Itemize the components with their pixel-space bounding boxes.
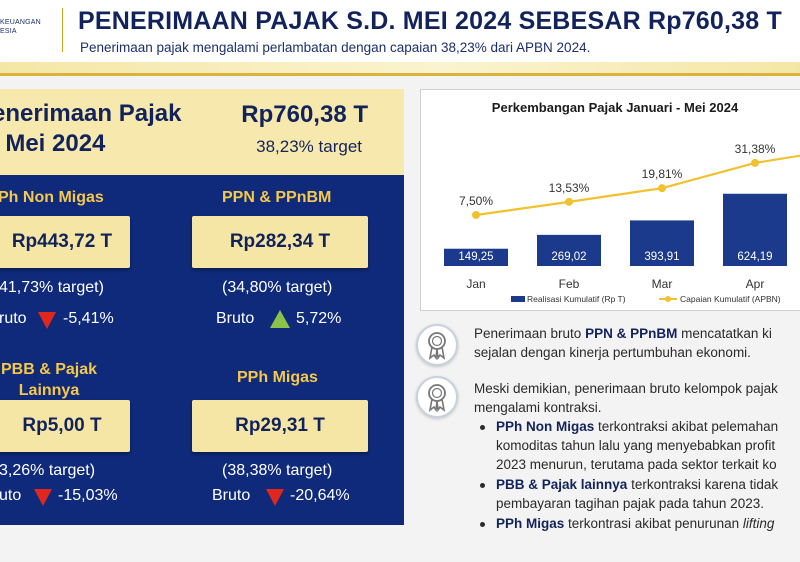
chart-line-value-label: 31,38% [735,142,776,156]
category-pbb-target: 3,26% target) [0,462,96,479]
tax-summary-panel: enerimaan Pajak . Mei 2024 Rp760,38 T 38… [0,89,404,525]
chart-bar-value-label: 624,19 [737,251,772,263]
note-ppn-line-1: Penerimaan bruto PPN & PPnBM mencatatkan… [474,324,772,343]
chart-bar [444,248,508,266]
bullet-dot [480,483,485,488]
chart-x-tick-label: Jan [466,277,485,291]
chart-bar-value-label: 393,91 [644,251,679,263]
bullet-pph-migas-bold: PPh Migas [496,516,565,531]
header: KEUANGAN ESIA PENERIMAAN PAJAK S.D. MEI … [0,0,800,62]
chart-bar-value-label: 269,02 [551,251,586,263]
bullet-pph-non-migas-bold: PPh Non Migas [496,419,595,434]
bullet-pph-non-migas-line-3: 2023 menurun, terutama pada sektor terka… [496,457,777,472]
bullet-dot [480,425,485,430]
down-arrow-icon [34,489,52,506]
bullet-dot [480,522,485,527]
bullet-pph-non-migas-line-1: PPh Non Migas terkontraksi akibat pelema… [496,417,778,436]
bullet-pph-migas-text: terkontrasi akibat penurunan [564,516,743,531]
category-pph-non-migas-target: 41,73% target) [0,279,104,296]
category-ppn-value: Rp282,34 T [229,231,331,252]
category-pbb-title: PBB & Pajak Lainnya [0,359,100,401]
chart-bar [630,220,694,266]
page-subtitle: Penerimaan pajak mengalami perlambatan d… [80,40,591,55]
category-pph-migas-value-box: Rp29,31 T [192,400,368,452]
bullet-pbb-bold: PBB & Pajak lainnya [496,477,628,492]
up-arrow-icon [270,310,290,328]
bullet-pph-non-migas-text: terkontraksi akibat pelemahan [594,419,779,434]
summary-total-target: 38,23% target [256,137,362,156]
award-ribbon-icon-graphic [428,384,446,412]
category-ppn-bruto-label: Bruto [216,310,255,327]
chart-x-tick-label: Mar [652,277,673,291]
chart-x-tick-label: Apr [746,277,765,291]
category-ppn-bruto-value: 5,72% [296,310,342,327]
chart-line-value-label: 13,53% [549,181,590,195]
category-pph-non-migas-value: Rp443,72 T [11,231,113,252]
category-pbb-bruto-value: -15,03% [58,487,118,504]
chart-bar [537,234,601,266]
chart-line-point [658,184,666,193]
category-pph-non-migas-value-box: Rp443,72 T [0,216,130,268]
category-pbb-value: Rp5,00 T [22,415,102,436]
category-pph-migas-title: PPh Migas [237,369,318,386]
note-ppn-bold: PPN & PPnBM [585,326,678,341]
category-pbb-value-box: Rp5,00 T [0,400,130,452]
category-pph-non-migas-title: Ph Non Migas [0,189,104,206]
award-ribbon-icon-graphic [428,332,446,360]
chart-bar [723,193,787,266]
bullet-pbb-line-1: PBB & Pajak lainnya terkontraksi karena … [496,475,778,494]
ministry-logo-text: KEUANGAN ESIA [0,18,41,36]
legend-line-marker [665,296,671,302]
category-pph-migas-bruto-label: Bruto [212,487,251,504]
summary-title-line-2: . Mei 2024 [0,130,106,157]
chart-title: Perkembangan Pajak Januari - Mei 2024 [491,100,739,115]
chart-x-tick-label: Feb [559,277,580,291]
page-title: PENERIMAAN PAJAK S.D. MEI 2024 SEBESAR R… [78,7,782,35]
category-pph-non-migas-bruto-value: -5,41% [63,310,114,327]
note-contraction-line-2: mengalami kontraksi. [474,400,602,415]
category-pph-migas-target: (38,38% target) [222,462,333,479]
category-ppn-value-box: Rp282,34 T [192,216,368,268]
logo-line-1: KEUANGAN [0,19,41,26]
summary-title: enerimaan Pajak . Mei 2024 [0,99,181,159]
chart-line-point [751,158,759,167]
bullet-pph-migas-italic: lifting [742,516,775,531]
tax-progress-chart: 149,25 Jan 269,02 Feb 393,91 Mar 624,19 Apr 7,50… [444,142,800,304]
summary-total-value: Rp760,38 T [241,101,368,128]
category-pbb-bruto-label: uto [0,487,22,504]
category-pph-non-migas-bruto-label: ruto [0,310,27,327]
down-arrow-icon [38,312,56,329]
category-pph-migas-bruto-value: -20,64% [290,487,350,504]
bullet-pph-non-migas-line-2: komoditas tahun lalu yang menyebabkan pr… [496,438,776,453]
category-pbb-title-line-2: Lainnya [18,382,80,399]
chart-line-point [565,197,573,206]
category-pbb-title-line-1: PBB & Pajak [0,361,98,378]
summary-title-line-1: enerimaan Pajak [0,100,182,127]
tax-progress-chart-card: Perkembangan Pajak Januari - Mei 2024 14… [420,89,800,311]
award-ribbon-icon [416,324,458,366]
bullet-pbb-line-2: pembayaran tagihan pajak pada tahun 2023… [496,496,764,511]
bullet-pbb-text: terkontraksi karena tidak [627,477,779,492]
legend-line-label: Capaian Kumulatif (APBN) [680,294,781,304]
note-ppn-text-post: mencatatkan ki [677,326,772,341]
note-contraction-line-1: Meski demikian, penerimaan bruto kelompo… [474,381,778,396]
note-ppn-line-2: sejalan dengan kinerja pertumbuhan ekono… [474,345,751,360]
chart-line-point [472,211,480,219]
note-ppn-text-pre: Penerimaan bruto [474,326,586,341]
legend-bar-label: Realisasi Kumulatif (Rp T) [527,294,626,304]
category-ppn-target: (34,80% target) [222,279,333,296]
legend-bar-swatch [511,296,525,302]
summary-banner: enerimaan Pajak . Mei 2024 Rp760,38 T 38… [0,89,404,175]
chart-line-value-label: 7,50% [459,194,493,208]
bullet-pph-migas-line-1: PPh Migas terkontrasi akibat penurunan l… [496,514,774,533]
chart-line-value-label: 19,81% [642,167,683,181]
award-ribbon-icon [416,376,458,418]
header-divider [62,8,63,52]
chart-bar-value-label: 149,25 [458,251,493,263]
logo-line-2: ESIA [0,28,17,35]
down-arrow-icon [266,489,284,506]
category-pph-migas-value: Rp29,31 T [235,415,325,436]
category-ppn-title: PPN & PPnBM [222,189,332,206]
header-gold-band [0,62,800,76]
